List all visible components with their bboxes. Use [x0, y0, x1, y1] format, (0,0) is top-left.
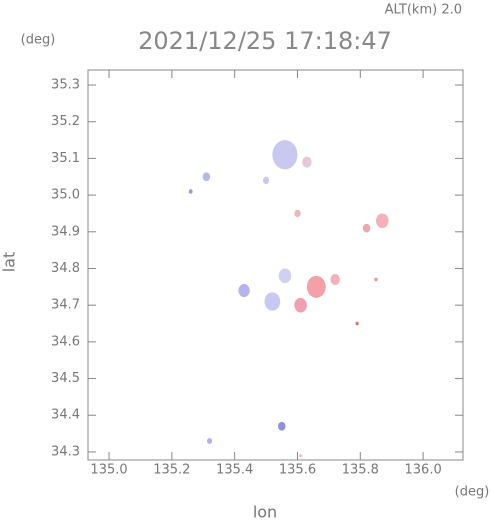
y-tick-label: 34.5	[51, 371, 80, 386]
y-tick-label: 34.4	[51, 408, 80, 423]
plot-frame	[87, 69, 464, 461]
echo	[362, 223, 371, 233]
echo	[188, 189, 193, 194]
y-tick-label: 34.8	[51, 261, 80, 276]
echo	[264, 292, 281, 311]
altitude-label: ALT(km) 2.0	[385, 3, 462, 18]
echo	[376, 213, 389, 229]
y-unit: (deg)	[21, 33, 56, 48]
echo	[294, 297, 307, 313]
echo	[299, 454, 302, 458]
x-tick-label: 135.2	[153, 463, 190, 478]
y-tick-label: 35.3	[51, 78, 80, 93]
echo	[207, 437, 213, 444]
echo	[374, 277, 378, 282]
echo	[294, 209, 301, 218]
y-tick-label: 35.1	[51, 151, 80, 166]
y-tick-label: 34.3	[51, 444, 80, 459]
echo	[278, 268, 292, 284]
y-tick-label: 34.6	[51, 334, 80, 349]
chart-title: 2021/12/25 17:18:47	[138, 27, 392, 55]
y-tick-label: 34.7	[51, 298, 80, 313]
echo	[355, 321, 359, 326]
echo	[262, 176, 270, 185]
echo	[238, 283, 250, 298]
x-tick-label: 135.4	[216, 463, 253, 478]
echo	[330, 273, 340, 285]
echo	[278, 421, 286, 431]
echo	[302, 156, 312, 168]
x-unit: (deg)	[455, 485, 490, 500]
x-tick-label: 135.8	[342, 463, 379, 478]
y-tick-label: 35.0	[51, 188, 80, 203]
x-tick-label: 135.0	[90, 463, 127, 478]
echo	[306, 275, 326, 298]
y-tick-label: 34.9	[51, 224, 80, 239]
echo	[272, 140, 298, 170]
y-axis-label: lat	[0, 252, 19, 273]
x-axis-label: lon	[253, 503, 277, 521]
echo	[202, 172, 211, 182]
y-tick-label: 35.2	[51, 114, 80, 129]
x-tick-label: 136.0	[405, 463, 442, 478]
x-tick-label: 135.6	[279, 463, 316, 478]
